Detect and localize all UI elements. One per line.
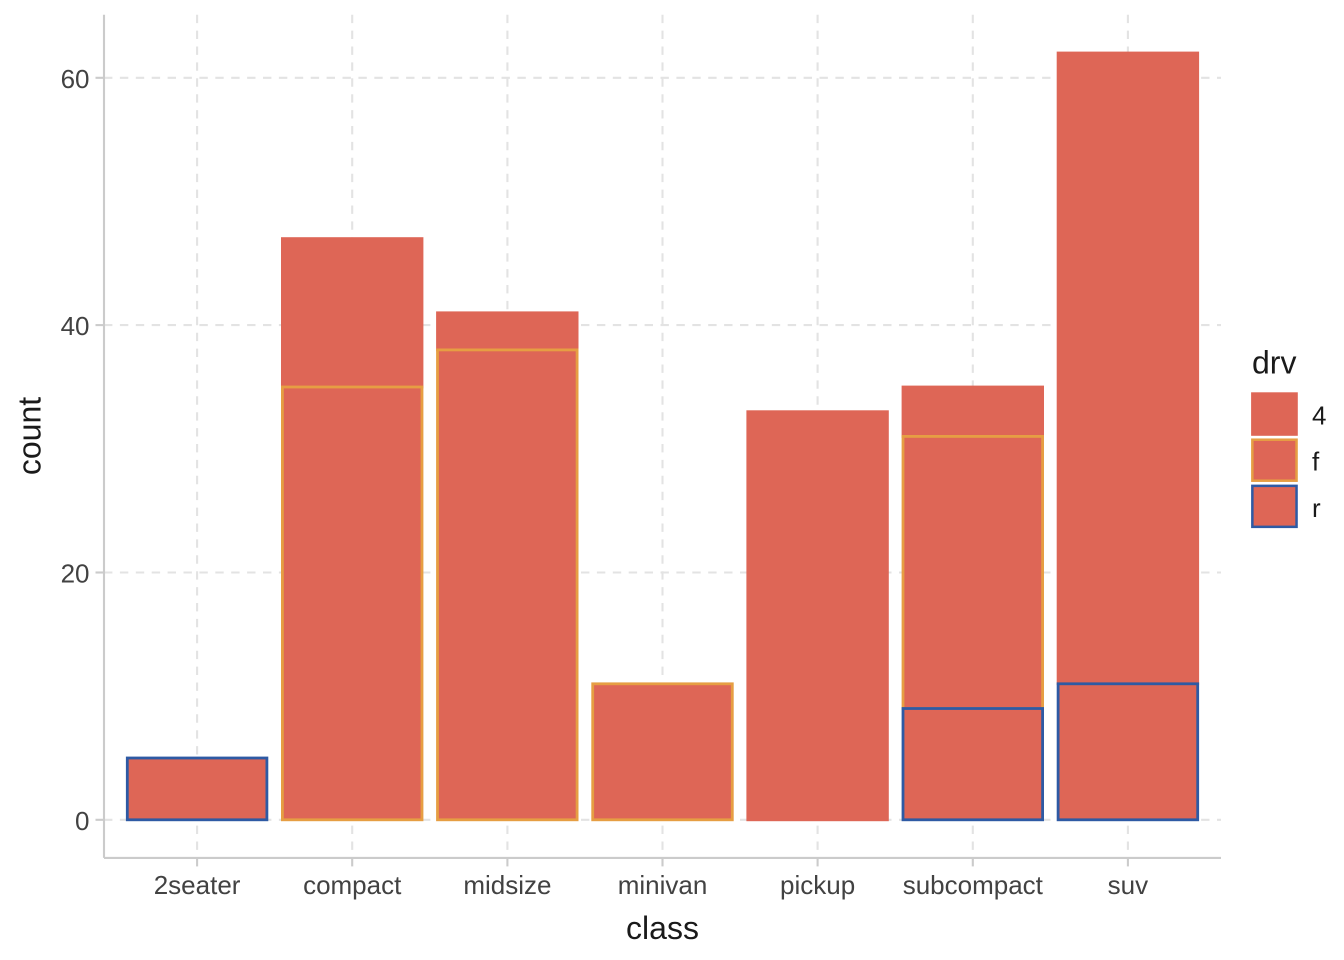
svg-text:pickup: pickup xyxy=(780,870,855,900)
svg-text:r: r xyxy=(1312,493,1321,523)
svg-text:count: count xyxy=(12,397,48,475)
svg-text:2seater: 2seater xyxy=(154,870,241,900)
svg-text:drv: drv xyxy=(1252,345,1296,381)
svg-text:60: 60 xyxy=(61,64,90,94)
svg-text:midsize: midsize xyxy=(463,870,551,900)
svg-text:0: 0 xyxy=(75,806,89,836)
svg-text:subcompact: subcompact xyxy=(903,870,1044,900)
svg-text:class: class xyxy=(626,910,699,946)
svg-text:suv: suv xyxy=(1108,870,1148,900)
svg-text:20: 20 xyxy=(61,559,90,589)
svg-text:40: 40 xyxy=(61,311,90,341)
svg-text:4: 4 xyxy=(1312,401,1326,431)
svg-text:f: f xyxy=(1312,447,1320,477)
svg-text:minivan: minivan xyxy=(618,870,708,900)
svg-text:compact: compact xyxy=(303,870,402,900)
